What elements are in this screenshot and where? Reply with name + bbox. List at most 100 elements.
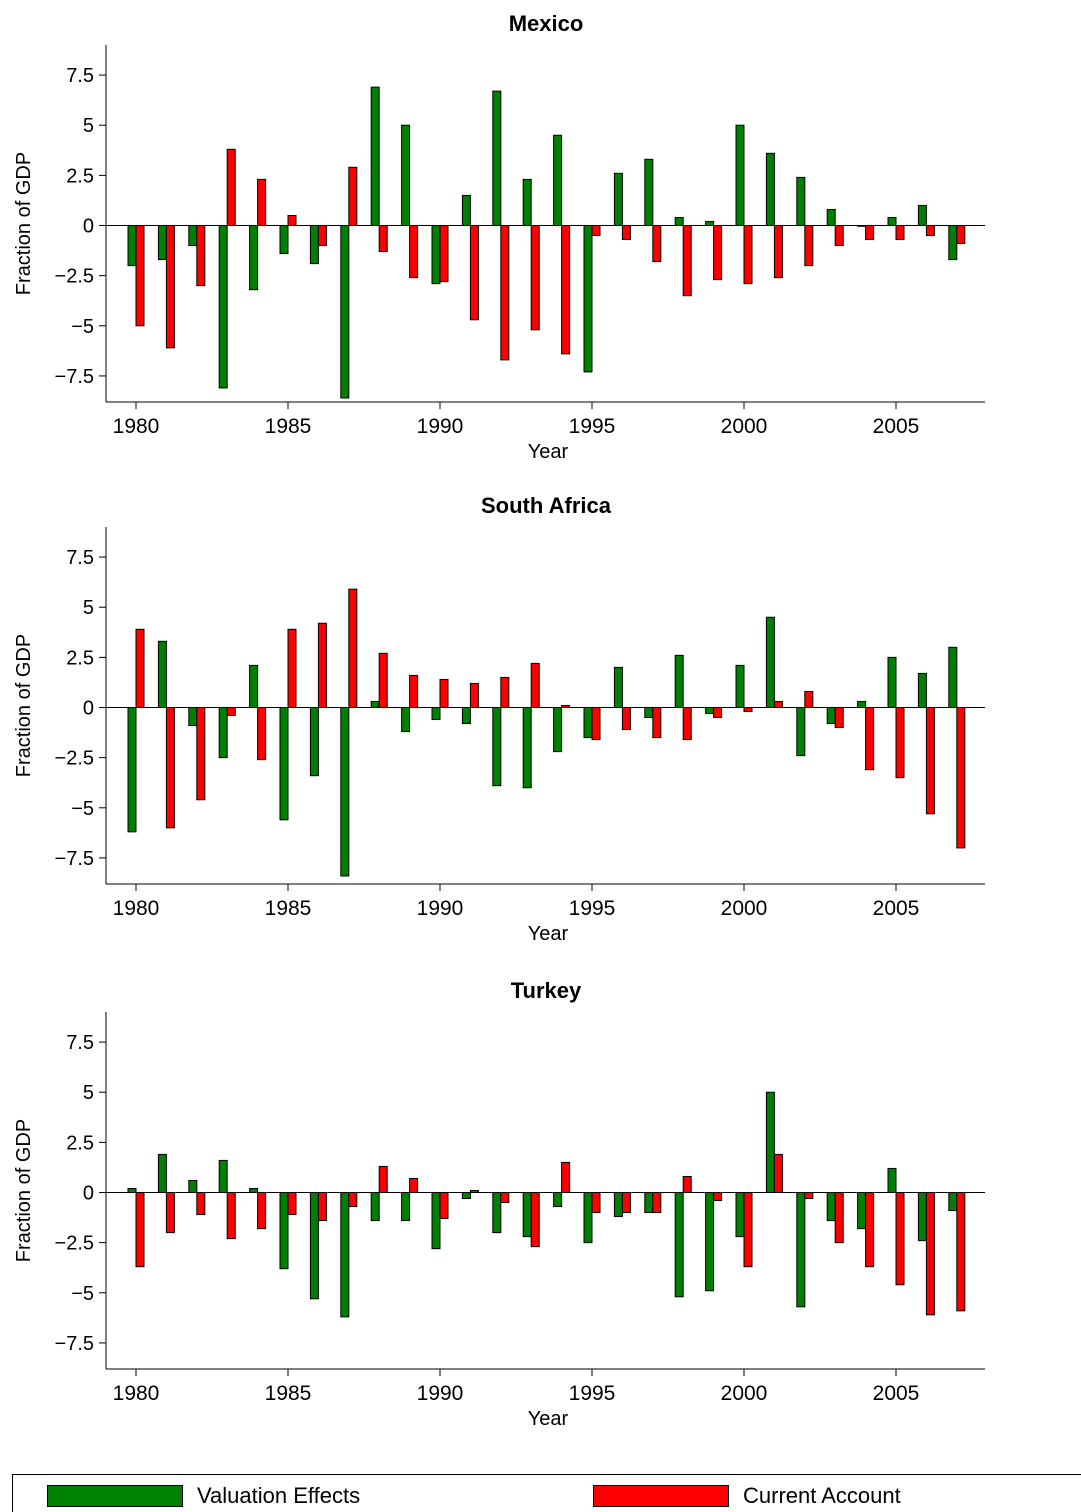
x-tick-label: 1985 (265, 1382, 312, 1405)
current-account-bar-2005 (895, 707, 905, 779)
current-account-bar-1990 (439, 225, 449, 283)
current-account-bar-1990 (439, 1192, 449, 1220)
y-tick-label: −2.5 (55, 266, 94, 288)
chart-panel-2: Turkey −7.5 −5 −2.5 0 2.5 5 7.5 1980 1985 1990 1995… (13, 978, 985, 1430)
valuation-bar-1995 (583, 707, 593, 739)
valuation-bar-1989 (401, 124, 411, 227)
valuation-bar-1993 (522, 178, 532, 227)
chart-panel-1: South Africa −7.5 −5 −2.5 0 2.5 5 7.5 1980 1985 19… (13, 493, 985, 945)
valuation-bar-1984 (249, 1187, 259, 1194)
current-account-bar-1988 (378, 225, 388, 253)
y-tick-label: −5 (71, 798, 94, 820)
valuation-bar-1991 (461, 194, 471, 227)
valuation-bar-1983 (218, 225, 228, 389)
valuation-bar-1993 (522, 707, 532, 789)
y-tick-label: 7.5 (66, 547, 94, 569)
current-account-bar-1981 (165, 1192, 175, 1234)
current-account-bar-2000 (743, 707, 753, 713)
valuation-bar-1997 (644, 707, 654, 719)
current-account-bar-1980 (135, 628, 145, 709)
legend-swatch-valuation (47, 1485, 183, 1507)
x-axis-label: Year (528, 441, 569, 463)
valuation-bar-1981 (157, 640, 167, 709)
valuation-bar-1998 (674, 216, 684, 227)
current-account-bar-1984 (257, 1192, 267, 1230)
valuation-bar-2000 (735, 124, 745, 227)
chart-panel-0: Mexico −7.5 −5 −2.5 0 2.5 5 7.5 1980 1985 1990 1995… (13, 11, 985, 463)
valuation-bar-1980 (127, 1187, 137, 1194)
current-account-bar-1999 (713, 707, 723, 719)
valuation-bar-1996 (613, 172, 623, 227)
valuation-bar-1985 (279, 225, 289, 255)
y-tick-label: 5 (83, 1082, 94, 1104)
current-account-bar-2007 (956, 1192, 966, 1312)
current-account-bar-1998 (682, 225, 692, 297)
current-account-bar-1991 (469, 1190, 479, 1194)
legend-item-valuation: Valuation Effects (47, 1483, 360, 1509)
valuation-bar-1990 (431, 707, 441, 721)
current-account-bar-1981 (165, 707, 175, 829)
current-account-bar-1982 (196, 1192, 206, 1216)
valuation-bar-1999 (705, 1192, 715, 1292)
current-account-bar-1985 (287, 628, 297, 709)
current-account-bar-2007 (956, 225, 966, 245)
current-account-bar-1999 (713, 1192, 723, 1202)
current-account-bar-2004 (865, 1192, 875, 1268)
valuation-bar-1982 (188, 225, 198, 247)
y-tick-label: 7.5 (66, 65, 94, 87)
current-account-bar-2005 (895, 1192, 905, 1286)
valuation-bar-1991 (461, 1192, 471, 1200)
valuation-bar-2001 (765, 1091, 775, 1194)
current-account-bar-1980 (135, 1192, 145, 1268)
x-tick-label: 2005 (873, 897, 920, 920)
valuation-bar-1982 (188, 707, 198, 727)
current-account-bar-2000 (743, 225, 753, 285)
valuation-bar-2006 (917, 672, 927, 709)
current-account-bar-1994 (561, 1161, 571, 1194)
current-account-bar-2006 (925, 707, 935, 815)
y-tick-label: 5 (83, 597, 94, 619)
valuation-bar-2000 (735, 1192, 745, 1238)
current-account-bar-1992 (500, 225, 510, 361)
current-account-bar-2002 (804, 225, 814, 267)
valuation-bar-1983 (218, 707, 228, 759)
current-account-bar-2003 (834, 225, 844, 247)
current-account-bar-1995 (591, 225, 601, 237)
legend-swatch-current-account (593, 1485, 729, 1507)
valuation-bar-2006 (917, 204, 927, 227)
legend-label-valuation: Valuation Effects (197, 1483, 361, 1508)
valuation-bar-1986 (309, 707, 319, 777)
current-account-bar-2005 (895, 225, 905, 241)
legend-label-current-account: Current Account (743, 1483, 901, 1508)
current-account-bar-1985 (287, 214, 297, 227)
valuation-bar-2005 (887, 1167, 897, 1194)
current-account-bar-1983 (226, 1192, 236, 1240)
current-account-bar-2001 (773, 225, 783, 279)
valuation-bar-1981 (157, 1153, 167, 1194)
current-account-bar-1986 (317, 225, 327, 247)
valuation-bar-2002 (796, 707, 806, 757)
y-tick-label: 5 (83, 115, 94, 137)
current-account-bar-1983 (226, 148, 236, 227)
current-account-bar-2001 (773, 1153, 783, 1194)
current-account-bar-2000 (743, 1192, 753, 1268)
valuation-bar-1994 (553, 134, 563, 227)
current-account-bar-1987 (348, 166, 358, 227)
current-account-bar-1990 (439, 678, 449, 709)
valuation-bar-2000 (735, 664, 745, 709)
valuation-bar-2001 (765, 616, 775, 709)
valuation-bar-1997 (644, 1192, 654, 1214)
valuation-bar-1988 (370, 1192, 380, 1222)
current-account-bar-1989 (409, 1177, 419, 1194)
current-account-bar-1996 (621, 1192, 631, 1214)
valuation-bar-1994 (553, 707, 563, 753)
valuation-bar-2005 (887, 656, 897, 709)
valuation-bar-1989 (401, 707, 411, 733)
current-account-bar-1982 (196, 707, 206, 801)
valuation-bar-2002 (796, 1192, 806, 1308)
x-tick-label: 1985 (265, 897, 312, 920)
valuation-bar-1980 (127, 225, 137, 267)
x-tick-label: 1980 (113, 1382, 160, 1405)
legend: Valuation Effects Current Account (12, 1474, 1081, 1512)
y-tick-label: 2.5 (66, 647, 94, 669)
